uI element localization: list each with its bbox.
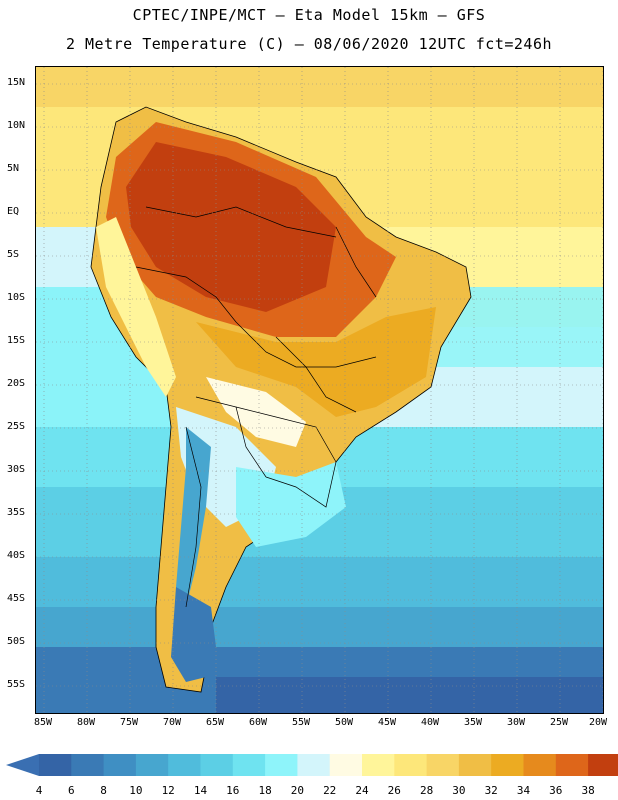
- ocean-band-12: [36, 557, 603, 607]
- colorbar-tick-label: 4: [35, 784, 43, 797]
- colorbar-swatch: [426, 754, 460, 776]
- colorbar-tick-label: 18: [258, 784, 272, 797]
- colorbar-swatch: [362, 754, 395, 776]
- warm-zone-30: [196, 307, 436, 417]
- lat-label-30s: 30S: [7, 464, 26, 475]
- lat-lon-grid: [36, 67, 603, 713]
- patagonia-cold: [171, 587, 216, 682]
- colorbar-tick-label: 10: [129, 784, 143, 797]
- lon-label-40w: 40W: [420, 717, 440, 728]
- colorbar-under-arrow: [6, 754, 39, 776]
- colorbar-tick-label: 38: [581, 784, 595, 797]
- lon-label-60w: 60W: [248, 717, 268, 728]
- lon-label-25w: 25W: [549, 717, 569, 728]
- lon-label-50w: 50W: [334, 717, 354, 728]
- temperature-field: [36, 67, 603, 713]
- lat-label-40s: 40S: [7, 550, 26, 561]
- lat-label-15s: 15S: [7, 335, 26, 346]
- colorbar-swatch: [555, 754, 589, 776]
- country-borders: [135, 206, 377, 608]
- colorbar-tick-label: 34: [516, 784, 531, 797]
- lat-label-35s: 35S: [7, 507, 26, 518]
- temperature-map: [35, 66, 604, 714]
- colorbar-tick-label: 6: [67, 784, 75, 797]
- colorbar-swatch: [588, 754, 618, 776]
- colorbar-swatch: [39, 754, 72, 776]
- colorbar-tick-label: 24: [355, 784, 369, 797]
- colorbar-swatch: [394, 754, 428, 776]
- colorbar-swatch: [458, 754, 492, 776]
- lat-label-5s: 5S: [7, 249, 20, 260]
- colorbar-tick-label: 8: [100, 784, 107, 797]
- lat-label-55s: 55S: [7, 679, 26, 690]
- chart-title-line2: 2 Metre Temperature (C) – 08/06/2020 12U…: [65, 35, 553, 53]
- lon-label-85w: 85W: [33, 717, 53, 728]
- colorbar-swatch: [71, 754, 105, 776]
- lat-label-eq: EQ: [7, 206, 20, 217]
- colorbar-swatch: [265, 754, 298, 776]
- colorbar-swatch: [329, 754, 363, 776]
- colorbar-tick-label: 22: [323, 784, 337, 797]
- lon-label-75w: 75W: [119, 717, 139, 728]
- lat-label-45s: 45S: [7, 593, 26, 604]
- colorbar-tick-label: 26: [387, 784, 401, 797]
- colorbar-tick-label: 20: [290, 784, 305, 797]
- colorbar-swatch: [200, 754, 234, 776]
- colorbar-swatch: [232, 754, 266, 776]
- colorbar-tick-label: 12: [161, 784, 175, 797]
- lat-label-15n: 15N: [7, 77, 26, 88]
- hot-zone-38: [126, 142, 336, 312]
- lat-label-20s: 20S: [7, 378, 26, 389]
- lat-label-10n: 10N: [7, 120, 26, 131]
- colorbar-tick-label: 14: [193, 784, 208, 797]
- lon-label-30w: 30W: [506, 717, 526, 728]
- colorbar-swatch: [297, 754, 331, 776]
- andes-cold: [176, 427, 211, 607]
- colorbar-tick-label: 30: [452, 784, 466, 797]
- lat-label-10s: 10S: [7, 292, 26, 303]
- lon-label-65w: 65W: [205, 717, 225, 728]
- colorbar-swatch: [523, 754, 557, 776]
- pampas-zone: [236, 462, 346, 547]
- lon-label-80w: 80W: [76, 717, 96, 728]
- lon-label-45w: 45W: [377, 717, 397, 728]
- lon-label-20w: 20W: [588, 717, 608, 728]
- lon-label-35w: 35W: [463, 717, 483, 728]
- colorbar-swatch: [168, 754, 201, 776]
- colorbar-tick-label: 32: [484, 784, 498, 797]
- andes-warm-strip: [96, 217, 176, 397]
- colorbar-tick-label: 36: [549, 784, 563, 797]
- colorbar-swatch: [103, 754, 137, 776]
- lon-label-55w: 55W: [291, 717, 311, 728]
- ocean-band-tropical: [36, 67, 603, 107]
- ocean-band-10: [36, 607, 603, 647]
- colorbar-tick-label: 28: [419, 784, 434, 797]
- colorbar-swatch: [491, 754, 524, 776]
- lat-label-5n: 5N: [7, 163, 20, 174]
- ocean-band-6: [216, 677, 603, 713]
- chart-title-line1: CPTEC/INPE/MCT – Eta Model 15km – GFS: [132, 6, 486, 24]
- colorbar: [6, 754, 618, 776]
- lon-label-70w: 70W: [162, 717, 182, 728]
- colorbar-tick-label: 16: [226, 784, 240, 797]
- colorbar-swatch: [135, 754, 169, 776]
- lat-label-25s: 25S: [7, 421, 26, 432]
- lat-label-50s: 50S: [7, 636, 26, 647]
